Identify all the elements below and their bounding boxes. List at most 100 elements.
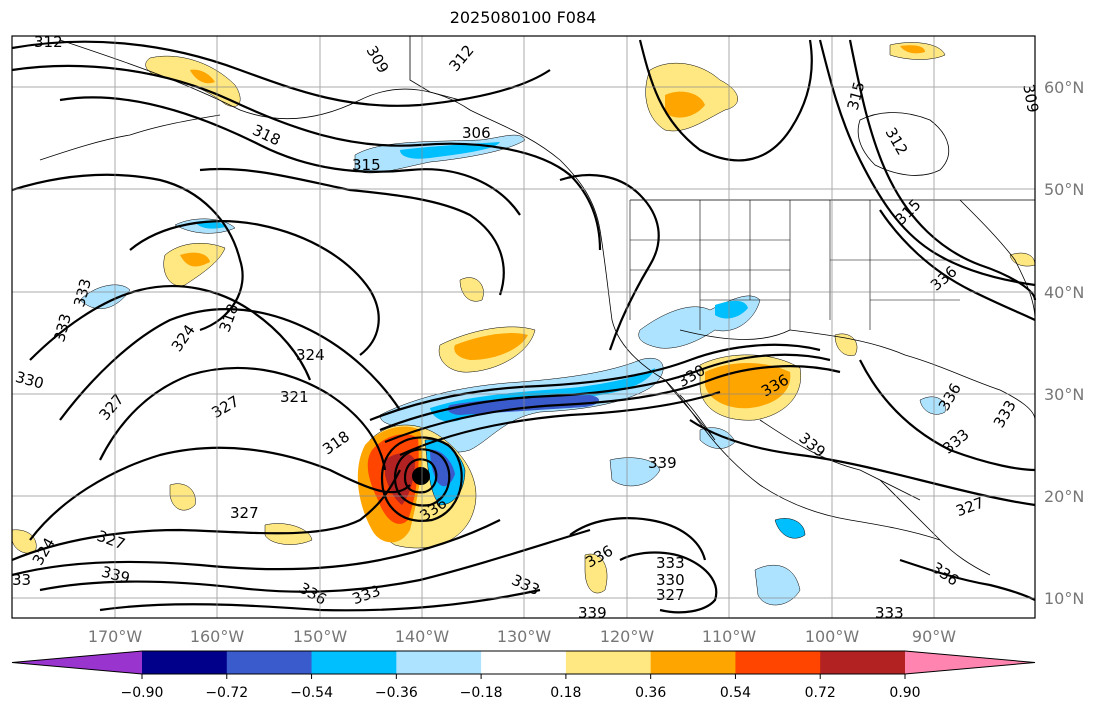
colorbar-segment bbox=[226, 651, 313, 674]
contour-line bbox=[11, 173, 244, 332]
colorbar-extend-min bbox=[12, 651, 142, 674]
contour-label: 312 bbox=[34, 33, 63, 51]
contour-label: 306 bbox=[462, 124, 491, 142]
baja bbox=[664, 379, 716, 441]
contour-label: 327 bbox=[230, 504, 259, 522]
colorbar-segment bbox=[481, 651, 567, 674]
colorbar-segment bbox=[735, 651, 821, 674]
contour-line bbox=[638, 39, 813, 162]
contour-line bbox=[859, 359, 1036, 472]
colorbar-tick-label: −0.36 bbox=[375, 685, 418, 701]
lon-label: 110°W bbox=[702, 627, 757, 646]
latitude-labels: 60°N 50°N 40°N 30°N 20°N 10°N bbox=[1044, 78, 1084, 608]
contour-label: 339 bbox=[578, 604, 607, 622]
colorbar-segment bbox=[311, 651, 397, 674]
contour-label: 33 bbox=[12, 571, 31, 589]
contour-line bbox=[818, 39, 1036, 287]
contour-label: 309 bbox=[1019, 83, 1042, 114]
lon-label: 170°W bbox=[88, 627, 143, 646]
state-lines bbox=[629, 200, 960, 330]
lat-label: 30°N bbox=[1044, 385, 1084, 404]
hurricane-ring bbox=[380, 436, 463, 522]
colorbar-segment bbox=[396, 651, 482, 674]
contour-line bbox=[384, 365, 841, 444]
orange-canada bbox=[665, 91, 705, 118]
contour-line bbox=[369, 343, 821, 422]
contour-label: 330 bbox=[656, 571, 685, 589]
lat-label: 20°N bbox=[1044, 487, 1084, 506]
hurricane-ring bbox=[403, 458, 438, 494]
colorbar-tick-label: −0.72 bbox=[205, 685, 248, 701]
contour-line bbox=[29, 284, 312, 381]
colorbar-segment bbox=[142, 651, 228, 674]
contour-line bbox=[399, 390, 721, 456]
yellow-west-1 bbox=[169, 483, 196, 511]
contour-label: 339 bbox=[648, 454, 677, 472]
map-border bbox=[11, 35, 1036, 619]
contour-line bbox=[129, 220, 380, 356]
contour-label: 321 bbox=[280, 388, 309, 406]
colorbar-tick-label: −0.90 bbox=[121, 685, 164, 701]
map-panel: 312 309 318 315 306 315 312 315 309 312 … bbox=[11, 33, 1042, 622]
contour-label: 315 bbox=[352, 156, 381, 174]
contour-line bbox=[29, 446, 411, 541]
contour-label: 324 bbox=[296, 346, 325, 364]
contours bbox=[11, 39, 1037, 614]
colorbar: −0.90 −0.72 −0.54 −0.36 −0.18 0.18 0.36 0.54 0.7… bbox=[11, 650, 1036, 701]
gulf-coast bbox=[789, 329, 1036, 421]
lat-label: 40°N bbox=[1044, 283, 1084, 302]
colorbar-tick-label: 0.18 bbox=[550, 685, 581, 701]
orange-central-pacific bbox=[454, 333, 528, 360]
contour-label: 327 bbox=[656, 586, 685, 604]
colorbar-tick-label: 0.72 bbox=[805, 685, 836, 701]
contour-line bbox=[99, 366, 387, 471]
contour-line bbox=[879, 209, 1036, 321]
east-coast bbox=[959, 199, 1036, 321]
contour-line bbox=[11, 469, 401, 562]
yellow-tropics bbox=[584, 553, 608, 594]
contour-label: 333 bbox=[656, 554, 685, 572]
contour-line bbox=[899, 558, 1036, 601]
colorbar-tick-label: 0.54 bbox=[720, 685, 751, 701]
orange-alaska-west bbox=[190, 69, 215, 84]
contour-line bbox=[11, 40, 551, 107]
lon-label: 150°W bbox=[293, 627, 348, 646]
lon-label: 140°W bbox=[395, 627, 450, 646]
mexico-outline bbox=[679, 329, 921, 501]
alaska-coast bbox=[59, 39, 601, 231]
lon-label: 130°W bbox=[497, 627, 552, 646]
contour-line bbox=[689, 419, 1036, 507]
contour-line bbox=[59, 96, 521, 216]
gridlines bbox=[12, 36, 1035, 618]
longitude-labels: 170°W 160°W 150°W 140°W 130°W 120°W 110°… bbox=[88, 627, 956, 646]
lon-label: 100°W bbox=[805, 627, 860, 646]
colorbar-tick-label: −0.18 bbox=[460, 685, 503, 701]
orange-hudson bbox=[900, 45, 925, 54]
contour-label: 333 bbox=[875, 604, 904, 622]
contour-line bbox=[848, 39, 1037, 301]
contour-line bbox=[39, 528, 591, 593]
lat-label: 60°N bbox=[1044, 78, 1084, 97]
colorbar-extend-max bbox=[905, 651, 1035, 674]
blue-south-1 bbox=[754, 564, 801, 606]
blue-south-2 bbox=[609, 457, 661, 487]
blue-core-us-southwest bbox=[715, 300, 748, 319]
lon-label: 120°W bbox=[600, 627, 655, 646]
colorbar-segment bbox=[565, 651, 652, 674]
map-title: 2025080100 F084 bbox=[449, 8, 597, 27]
colorbar-tick-label: 0.90 bbox=[889, 685, 920, 701]
blue-jet-inner bbox=[447, 395, 600, 415]
colorbar-segment bbox=[650, 651, 736, 674]
contour-line bbox=[619, 551, 718, 614]
contour-line bbox=[11, 64, 602, 251]
hurricane-ring bbox=[393, 448, 451, 507]
lat-label: 10°N bbox=[1044, 589, 1084, 608]
blue-core-gulf-of-alaska bbox=[400, 142, 500, 159]
hudson-bay bbox=[857, 112, 949, 176]
lon-label: 90°W bbox=[912, 627, 956, 646]
contour-line bbox=[199, 167, 505, 296]
contour-line bbox=[11, 519, 501, 577]
colorbar-segment bbox=[820, 651, 906, 674]
orange-midpacific-1 bbox=[180, 252, 210, 267]
lat-label: 50°N bbox=[1044, 180, 1084, 199]
